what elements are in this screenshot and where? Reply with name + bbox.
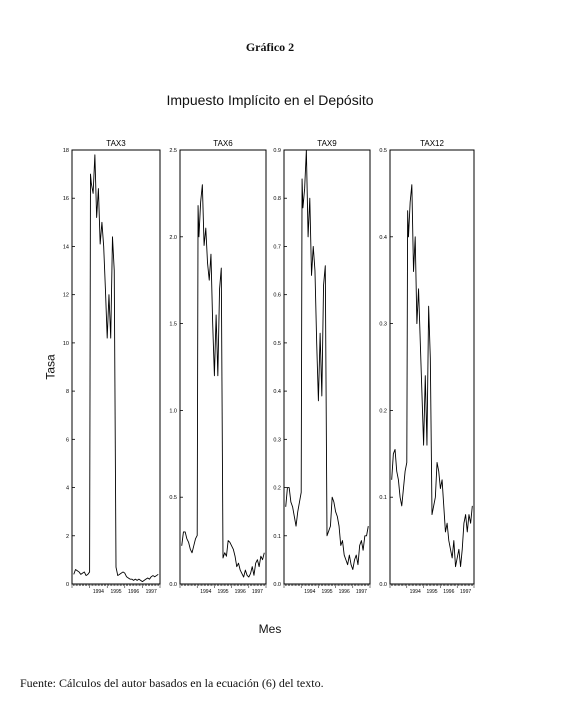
panel-title-tax3: TAX3 bbox=[106, 139, 126, 148]
y-tick-label-tax6: 2.0 bbox=[169, 235, 177, 241]
x-tick-label-tax3: 1995 bbox=[110, 589, 121, 595]
y-tick-label-tax3: 18 bbox=[63, 148, 69, 154]
x-tick-label-tax3: 1994 bbox=[93, 589, 104, 595]
x-tick-label-tax9: 1996 bbox=[339, 589, 350, 595]
y-tick-label-tax3: 12 bbox=[63, 293, 69, 299]
y-tick-label-tax6: 0.5 bbox=[169, 495, 177, 501]
y-tick-label-tax12: 0.0 bbox=[379, 582, 387, 588]
source-note: Fuente: Cálculos del autor basados en la… bbox=[20, 676, 324, 690]
y-tick-label-tax3: 6 bbox=[66, 437, 69, 443]
y-tick-label-tax3: 0 bbox=[66, 582, 69, 588]
x-tick-label-tax9: 1995 bbox=[321, 589, 332, 595]
panel-title-tax9: TAX9 bbox=[317, 139, 337, 148]
x-tick-label-tax6: 1995 bbox=[217, 589, 228, 595]
y-tick-label-tax9: 0.9 bbox=[273, 148, 281, 154]
series-line-tax12 bbox=[391, 184, 473, 568]
y-tick-label-tax6: 0.0 bbox=[169, 582, 177, 588]
figure-caption: Gráfico 2 bbox=[245, 40, 295, 54]
x-tick-label-tax9: 1997 bbox=[356, 589, 367, 595]
x-tick-label-tax12: 1995 bbox=[426, 589, 437, 595]
y-tick-label-tax12: 0.2 bbox=[379, 408, 387, 414]
x-tick-label-tax12: 1996 bbox=[443, 589, 454, 595]
y-tick-label-tax3: 16 bbox=[63, 196, 69, 202]
series-line-tax6 bbox=[181, 184, 265, 578]
x-tick-label-tax6: 1996 bbox=[235, 589, 246, 595]
y-tick-label-tax6: 1.0 bbox=[169, 408, 177, 414]
y-tick-label-tax12: 0.3 bbox=[379, 322, 387, 328]
y-tick-label-tax9: 0.1 bbox=[273, 534, 281, 540]
x-tick-label-tax3: 1996 bbox=[128, 589, 139, 595]
panel-frame-tax12 bbox=[389, 149, 475, 585]
figure-title: Impuesto Implícito en el Depósito bbox=[166, 92, 374, 108]
y-tick-label-tax9: 0.5 bbox=[273, 341, 281, 347]
y-tick-label-tax9: 0.7 bbox=[273, 244, 281, 250]
y-tick-label-tax3: 14 bbox=[63, 244, 69, 250]
series-line-tax3 bbox=[73, 154, 159, 583]
x-tick-label-tax6: 1994 bbox=[200, 589, 211, 595]
x-tick-label-tax3: 1997 bbox=[146, 589, 157, 595]
panel-title-tax6: TAX6 bbox=[213, 139, 233, 148]
y-tick-label-tax9: 0.2 bbox=[273, 486, 281, 492]
y-tick-label-tax3: 8 bbox=[66, 389, 69, 395]
y-tick-label-tax9: 0.6 bbox=[273, 293, 281, 299]
panel-title-tax12: TAX12 bbox=[420, 139, 444, 148]
y-tick-label-tax9: 0.3 bbox=[273, 437, 281, 443]
y-tick-label-tax12: 0.5 bbox=[379, 148, 387, 154]
y-tick-label-tax9: 0.4 bbox=[273, 389, 281, 395]
y-tick-label-tax6: 1.5 bbox=[169, 322, 177, 328]
y-tick-label-tax6: 2.5 bbox=[169, 148, 177, 154]
x-axis-label: Mes bbox=[258, 622, 282, 636]
y-tick-label-tax12: 0.4 bbox=[379, 235, 387, 241]
y-tick-label-tax3: 2 bbox=[66, 534, 69, 540]
y-tick-label-tax12: 0.1 bbox=[379, 495, 387, 501]
y-tick-label-tax3: 4 bbox=[66, 486, 69, 492]
y-tick-label-tax9: 0.8 bbox=[273, 196, 281, 202]
x-tick-label-tax12: 1997 bbox=[460, 589, 471, 595]
y-tick-label-tax9: 0.0 bbox=[273, 582, 281, 588]
y-tick-label-tax3: 10 bbox=[63, 341, 69, 347]
x-tick-label-tax6: 1997 bbox=[252, 589, 263, 595]
series-line-tax9 bbox=[285, 149, 369, 570]
x-tick-label-tax9: 1994 bbox=[304, 589, 315, 595]
x-tick-label-tax12: 1994 bbox=[410, 589, 421, 595]
